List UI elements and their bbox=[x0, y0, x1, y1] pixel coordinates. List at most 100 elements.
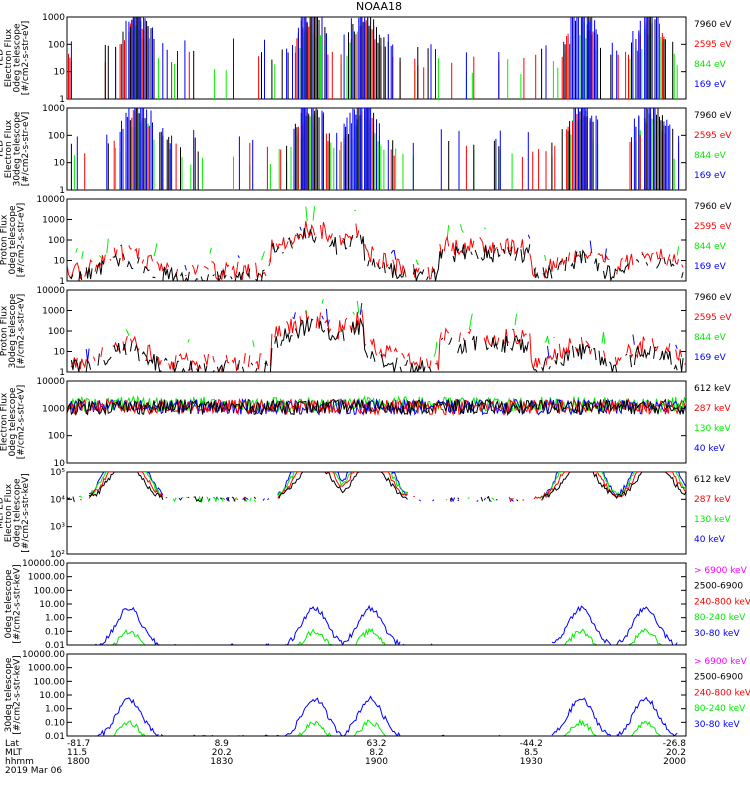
series-group bbox=[67, 695, 686, 736]
ytick-label: 10.00 bbox=[39, 600, 65, 610]
panel-ylabel: 0deg telescope[#/cm2-s-str-keV] bbox=[4, 564, 23, 643]
legend-label: 7960 eV bbox=[694, 293, 732, 303]
panel-frame bbox=[66, 562, 687, 646]
ylabel-line: Electron Flux bbox=[4, 28, 14, 87]
footer-lat-label: -44.2 bbox=[520, 739, 543, 749]
ylabel-line: 0deg telescope bbox=[8, 387, 18, 457]
legend-label: 7960 eV bbox=[694, 111, 732, 121]
panel-ylabel: TEDElectron Flux30deg telescope[#/cm2-s-… bbox=[0, 111, 31, 186]
series-line-blue bbox=[67, 397, 686, 417]
ytick-label: 10000.00 bbox=[22, 650, 65, 660]
footer-lat-label: 63.2 bbox=[366, 739, 386, 749]
ylabel-line: [#/cm2-s-str-eV] bbox=[17, 203, 27, 278]
series-group bbox=[68, 17, 678, 99]
ylabel-line: 0deg telescope bbox=[8, 205, 18, 275]
panel-6: 10² 10³ 10⁴ 10⁵ MEPEDElectron Flux0deg teles… bbox=[0, 468, 731, 560]
ytick-label: 1000.00 bbox=[28, 664, 65, 674]
ytick-label: 10 bbox=[54, 68, 66, 78]
series-line-blue bbox=[89, 472, 686, 503]
ytick-label: 10 bbox=[54, 348, 66, 358]
series-group bbox=[71, 299, 686, 372]
ylabel-line: Proton Flux bbox=[0, 214, 10, 265]
legend-label: 30-80 keV bbox=[694, 720, 740, 730]
series-line-blue bbox=[86, 303, 681, 361]
ylabel-line: TED bbox=[0, 140, 5, 159]
panel-frame bbox=[66, 289, 687, 373]
legend-label: 7960 eV bbox=[694, 202, 732, 212]
legend-label: 40 keV bbox=[694, 535, 726, 545]
ylabel-line: [#/cm2-s-str-eV] bbox=[21, 112, 31, 187]
ytick-label: 0.01 bbox=[45, 641, 65, 651]
panel-3: 1 10 100 1000 10000 Proton Flux0deg telescope… bbox=[0, 195, 732, 287]
legend-label: 169 eV bbox=[694, 80, 727, 90]
ylabel-line: Proton Flux bbox=[0, 305, 10, 356]
panel-4: 1 10 100 1000 10000 Proton Flux30deg telescop… bbox=[0, 286, 732, 378]
series-line-green bbox=[67, 627, 686, 645]
ytick-label: 100 bbox=[48, 432, 65, 442]
legend-label: 130 keV bbox=[694, 424, 731, 434]
series-line-green bbox=[126, 299, 673, 357]
legend-label: 2595 eV bbox=[694, 40, 732, 50]
footer-axis: -81.711.518008.920.2183063.28.21900-44.2… bbox=[5, 739, 686, 776]
footer-hhmm-label: 2000 bbox=[663, 757, 686, 767]
ylabel-line: 30deg telescope bbox=[4, 657, 14, 732]
legend-label: 612 keV bbox=[694, 475, 731, 485]
ytick-label: 100 bbox=[48, 40, 65, 50]
series-line-black bbox=[71, 318, 686, 372]
ylabel-line: [#/cm2-s-str-keV] bbox=[21, 473, 31, 552]
ytick-label: 10⁵ bbox=[50, 468, 65, 478]
legend-label: 2500-6900 bbox=[694, 673, 743, 683]
ytick-label: 10000.00 bbox=[22, 559, 65, 569]
ylabel-line: [#/cm2-s-str-eV] bbox=[17, 385, 27, 460]
ytick-label: 1 bbox=[59, 95, 65, 105]
footer-mlt-label: 8.2 bbox=[369, 748, 383, 758]
legend-label: 844 eV bbox=[694, 60, 727, 70]
footer-hhmm-label: 1900 bbox=[365, 757, 388, 767]
legend-label: 7960 eV bbox=[694, 20, 732, 30]
footer-lat-label: -81.7 bbox=[67, 739, 90, 749]
ytick-label: 1000 bbox=[42, 104, 65, 114]
ytick-label: 10 bbox=[54, 257, 66, 267]
ytick-label: 0.10 bbox=[45, 627, 65, 637]
ytick-label: 1 bbox=[59, 368, 65, 378]
ytick-label: 1000 bbox=[42, 307, 65, 317]
series-line-green bbox=[76, 206, 683, 264]
panel-ylabel: 30deg telescope[#/cm2-s-str-keV] bbox=[4, 655, 23, 734]
series-group bbox=[67, 206, 686, 281]
series-group bbox=[67, 394, 686, 417]
panel-frame bbox=[66, 380, 687, 464]
ylabel-line: 0deg telescope bbox=[12, 478, 22, 548]
ytick-label: 1000.00 bbox=[28, 573, 65, 583]
ytick-label: 100 bbox=[48, 327, 65, 337]
series-line-black bbox=[70, 228, 686, 281]
panel-ylabel: Electron Flux0deg telescope[#/cm2-s-str-… bbox=[0, 385, 27, 460]
ylabel-line: [#/cm2-s-str-eV] bbox=[21, 21, 31, 96]
ylabel-line: [#/cm2-s-str-eV] bbox=[17, 294, 27, 369]
ytick-label: 1000 bbox=[42, 216, 65, 226]
ytick-label: 10000 bbox=[36, 195, 65, 205]
series-group bbox=[67, 604, 686, 645]
legend-label: 169 eV bbox=[694, 262, 727, 272]
legend-label: 844 eV bbox=[694, 242, 727, 252]
footer-mlt-label: 20.2 bbox=[666, 748, 686, 758]
series-line-blue bbox=[96, 695, 686, 736]
footer-hhmm-label: 1930 bbox=[520, 757, 543, 767]
series-line-blue bbox=[185, 227, 676, 271]
panel-2: 1 10 100 1000 TEDElectron Flux30deg telescop… bbox=[0, 104, 732, 196]
series-line-black bbox=[67, 472, 686, 503]
ytick-label: 10² bbox=[50, 550, 65, 560]
legend-label: 844 eV bbox=[694, 333, 727, 343]
ylabel-line: [#/cm2-s-str-keV] bbox=[12, 564, 22, 643]
footer-lat-label: -26.8 bbox=[663, 739, 687, 749]
legend-label: 844 eV bbox=[694, 151, 727, 161]
ytick-label: 100 bbox=[48, 236, 65, 246]
ytick-label: 1000 bbox=[42, 13, 65, 23]
panel-7: 0.010.101.0010.00100.001000.0010000.000d… bbox=[4, 559, 750, 651]
